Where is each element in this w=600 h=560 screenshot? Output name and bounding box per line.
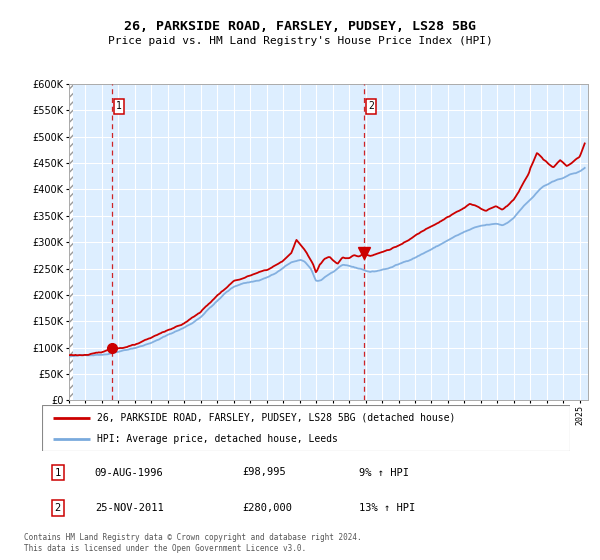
Bar bbox=[69, 84, 73, 400]
Text: 25-NOV-2011: 25-NOV-2011 bbox=[95, 503, 164, 513]
Text: 2: 2 bbox=[55, 503, 61, 513]
Text: 09-AUG-1996: 09-AUG-1996 bbox=[95, 468, 164, 478]
Text: £98,995: £98,995 bbox=[242, 468, 286, 478]
Text: 1: 1 bbox=[116, 101, 122, 111]
Text: 1: 1 bbox=[55, 468, 61, 478]
FancyBboxPatch shape bbox=[42, 405, 570, 451]
Text: 26, PARKSIDE ROAD, FARSLEY, PUDSEY, LS28 5BG (detached house): 26, PARKSIDE ROAD, FARSLEY, PUDSEY, LS28… bbox=[97, 413, 456, 423]
Text: 2: 2 bbox=[368, 101, 374, 111]
Text: £280,000: £280,000 bbox=[242, 503, 293, 513]
Text: HPI: Average price, detached house, Leeds: HPI: Average price, detached house, Leed… bbox=[97, 435, 338, 444]
Text: 13% ↑ HPI: 13% ↑ HPI bbox=[359, 503, 415, 513]
Text: 26, PARKSIDE ROAD, FARSLEY, PUDSEY, LS28 5BG: 26, PARKSIDE ROAD, FARSLEY, PUDSEY, LS28… bbox=[124, 20, 476, 32]
Text: Price paid vs. HM Land Registry's House Price Index (HPI): Price paid vs. HM Land Registry's House … bbox=[107, 36, 493, 46]
Text: Contains HM Land Registry data © Crown copyright and database right 2024.
This d: Contains HM Land Registry data © Crown c… bbox=[24, 533, 362, 553]
Text: 9% ↑ HPI: 9% ↑ HPI bbox=[359, 468, 409, 478]
